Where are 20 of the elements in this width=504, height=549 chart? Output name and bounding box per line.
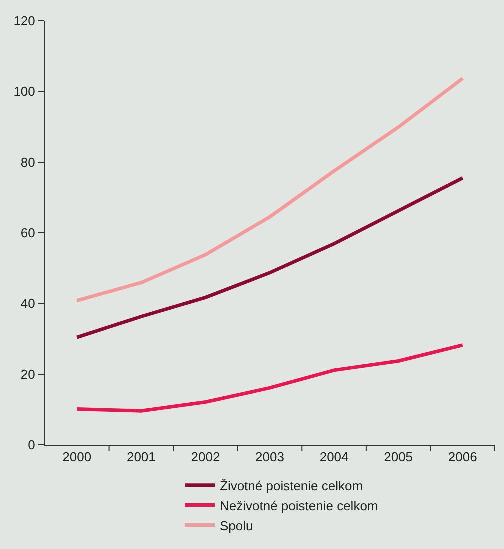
line-series [75,344,465,413]
x-tick-label: 2006 [448,450,478,465]
x-tick-label: 2002 [191,450,220,465]
y-tick-label: 20 [20,366,36,382]
legend-label: Spolu [220,518,254,534]
x-tick-label: 2004 [320,450,349,465]
y-tick-label: 0 [28,438,36,453]
y-tick-label: 100 [14,84,36,100]
y-tick-label: 60 [20,226,36,241]
line-series [75,76,465,303]
x-tick-label: 2001 [126,450,156,465]
y-tick-label: 120 [14,14,36,29]
x-tick-label: 2003 [256,450,284,465]
legend-label: Životné poistenie celkom [220,478,364,494]
legend-label: Neživotné poistenie celkom [220,498,378,514]
line-series [75,176,465,340]
y-tick-label: 80 [20,154,36,170]
x-tick-label: 2000 [62,450,92,465]
y-tick-label: 40 [20,296,36,312]
x-tick-label: 2005 [384,450,414,465]
